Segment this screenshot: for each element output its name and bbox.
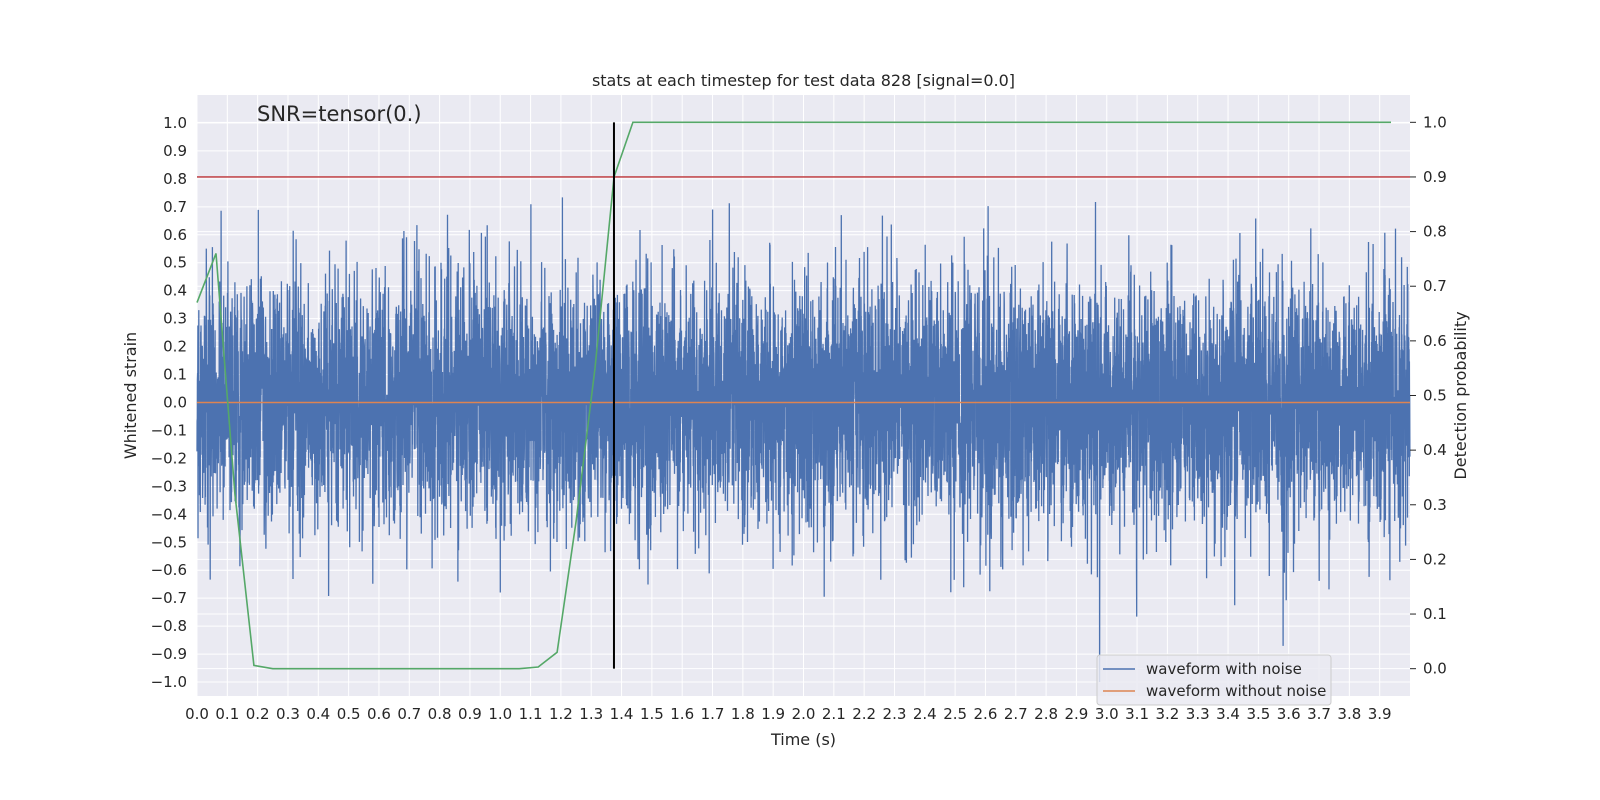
x-tick-label: 2.8 — [1034, 705, 1058, 723]
y-tick-label: −0.5 — [151, 533, 187, 551]
y-tick-label: −0.9 — [151, 645, 187, 663]
y2-tick-label: 0.5 — [1423, 387, 1447, 405]
y-tick-label: 0.5 — [163, 254, 187, 272]
x-tick-label: 3.5 — [1246, 705, 1270, 723]
legend-box — [1096, 654, 1332, 706]
y-tick-label: 0.4 — [163, 282, 187, 300]
y-tick-label: 0.0 — [163, 393, 187, 411]
x-tick-label: 1.3 — [579, 705, 603, 723]
y-tick-label: −0.7 — [151, 589, 187, 607]
x-tick-label: 3.1 — [1125, 705, 1149, 723]
x-tick-label: 1.9 — [761, 705, 785, 723]
y-tick-label: −0.3 — [151, 477, 187, 495]
x-tick-label: 3.4 — [1216, 705, 1240, 723]
y-tick-label: 1.0 — [163, 114, 187, 132]
y-tick-label: 0.9 — [163, 142, 187, 160]
x-tick-label: 1.1 — [519, 705, 543, 723]
legend-label-without-noise: waveform without noise — [1146, 682, 1326, 700]
y2-tick-label: 1.0 — [1423, 113, 1447, 131]
y-tick-label: 0.1 — [163, 366, 187, 384]
y-tick-label: −0.8 — [151, 617, 187, 635]
x-tick-label: 2.0 — [792, 705, 816, 723]
x-axis-label: Time (s) — [770, 730, 836, 749]
x-tick-label: 0.2 — [246, 705, 270, 723]
x-tick-label: 2.1 — [822, 705, 846, 723]
y2-tick-label: 0.0 — [1423, 660, 1447, 678]
y2-axis-label: Detection probability — [1451, 311, 1470, 479]
x-tick-label: 2.4 — [913, 705, 937, 723]
y-tick-label: −0.2 — [151, 449, 187, 467]
x-tick-label: 0.9 — [458, 705, 482, 723]
x-tick-label: 0.3 — [276, 705, 300, 723]
y-tick-label: 0.7 — [163, 198, 187, 216]
x-tick-label: 1.2 — [549, 705, 573, 723]
x-tick-label: 1.5 — [640, 705, 664, 723]
x-tick-label: 1.4 — [610, 705, 634, 723]
y-tick-label: 0.6 — [163, 226, 187, 244]
y2-axis-ticks: 1.0 0.9 0.8 0.7 0.6 0.5 0.4 0.3 0.2 0.1 0.0 — [1410, 113, 1447, 678]
legend: waveform with noise waveform without noi… — [1096, 654, 1332, 706]
x-tick-label: 1.7 — [701, 705, 725, 723]
y2-tick-label: 0.8 — [1423, 223, 1447, 241]
y-tick-label: −1.0 — [151, 673, 187, 691]
x-tick-label: 1.8 — [731, 705, 755, 723]
y-tick-label: −0.6 — [151, 561, 187, 579]
y2-tick-label: 0.9 — [1423, 168, 1447, 186]
x-tick-label: 1.0 — [488, 705, 512, 723]
x-tick-label: 0.0 — [185, 705, 209, 723]
series-layer — [196, 121, 1411, 683]
y2-tick-label: 0.4 — [1423, 441, 1447, 459]
series-waveform-with-noise — [196, 197, 1411, 683]
x-tick-label: 0.6 — [367, 705, 391, 723]
y2-tick-label: 0.1 — [1423, 605, 1447, 623]
x-tick-label: 3.0 — [1095, 705, 1119, 723]
y-tick-label: 0.3 — [163, 310, 187, 328]
x-tick-label: 0.4 — [306, 705, 330, 723]
y2-tick-label: 0.6 — [1423, 332, 1447, 350]
chart-title: stats at each timestep for test data 828… — [592, 71, 1015, 90]
x-tick-label: 3.7 — [1307, 705, 1331, 723]
y-tick-label: 0.8 — [163, 170, 187, 188]
y-axis-ticks: 1.0 0.9 0.8 0.7 0.6 0.5 0.4 0.3 0.2 0.1 0.0 −0.1 −0.… — [151, 114, 187, 691]
legend-label-with-noise: waveform with noise — [1146, 660, 1302, 678]
y-axis-label: Whitened strain — [121, 332, 140, 459]
snr-annotation: SNR=tensor(0.) — [257, 102, 422, 126]
x-tick-label: 3.9 — [1368, 705, 1392, 723]
x-tick-label: 2.2 — [852, 705, 876, 723]
x-tick-label: 2.5 — [943, 705, 967, 723]
y2-tick-label: 0.2 — [1423, 550, 1447, 568]
series-detection-probability — [196, 121, 1391, 670]
y2-tick-label: 0.3 — [1423, 496, 1447, 514]
x-tick-label: 2.6 — [974, 705, 998, 723]
x-tick-label: 2.3 — [883, 705, 907, 723]
x-tick-label: 3.8 — [1337, 705, 1361, 723]
x-tick-label: 1.6 — [670, 705, 694, 723]
x-tick-label: 0.7 — [397, 705, 421, 723]
x-tick-label: 3.2 — [1155, 705, 1179, 723]
y-tick-label: −0.4 — [151, 505, 187, 523]
x-tick-label: 2.9 — [1064, 705, 1088, 723]
x-tick-label: 3.6 — [1277, 705, 1301, 723]
y-tick-label: 0.2 — [163, 338, 187, 356]
x-tick-label: 3.3 — [1186, 705, 1210, 723]
y-tick-label: −0.1 — [151, 421, 187, 439]
x-tick-label: 0.1 — [215, 705, 239, 723]
x-tick-label: 0.8 — [428, 705, 452, 723]
x-tick-label: 0.5 — [337, 705, 361, 723]
y2-tick-label: 0.7 — [1423, 277, 1447, 295]
x-axis-ticks: 0.0 0.1 0.2 0.3 0.4 0.5 0.6 0.7 0.8 0.9 1.0 1.1 1.2 1… — [185, 705, 1392, 723]
x-tick-label: 2.7 — [1004, 705, 1028, 723]
